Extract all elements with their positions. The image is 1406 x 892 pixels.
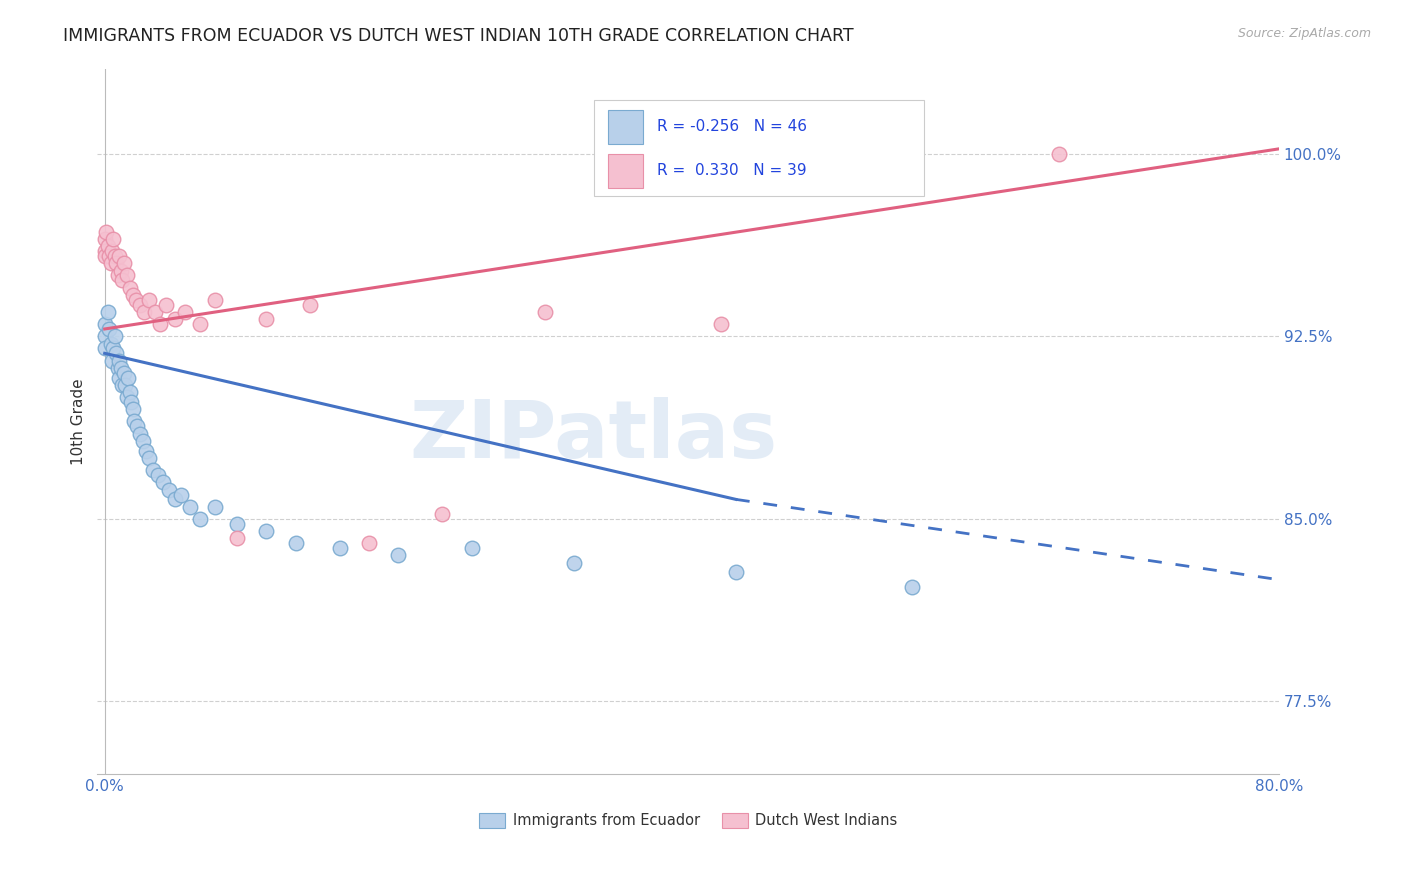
Point	[124, 293, 146, 307]
Point	[155, 298, 177, 312]
Point	[204, 293, 226, 307]
Point	[387, 549, 409, 563]
Y-axis label: 10th Grade: 10th Grade	[72, 378, 86, 465]
Point	[96, 225, 118, 239]
Point	[107, 360, 129, 375]
Point	[152, 475, 174, 490]
Point	[138, 450, 160, 465]
Legend: Immigrants from Ecuador, Dutch West Indians: Immigrants from Ecuador, Dutch West Indi…	[474, 807, 903, 834]
Point	[132, 434, 155, 448]
Point	[121, 402, 143, 417]
Point	[129, 426, 152, 441]
Point	[105, 256, 128, 270]
Point	[138, 293, 160, 307]
Point	[135, 443, 157, 458]
Text: R = -0.256   N = 46: R = -0.256 N = 46	[658, 120, 807, 135]
Point	[225, 532, 247, 546]
Point	[101, 353, 124, 368]
Point	[103, 232, 125, 246]
Point	[118, 280, 141, 294]
Point	[174, 305, 197, 319]
Point	[122, 415, 145, 429]
Point	[107, 268, 129, 283]
Point	[108, 370, 131, 384]
Point	[101, 244, 124, 258]
Point	[93, 249, 115, 263]
Point	[225, 516, 247, 531]
Point	[98, 249, 121, 263]
Point	[129, 298, 152, 312]
FancyBboxPatch shape	[607, 110, 643, 144]
Text: R =  0.330   N = 39: R = 0.330 N = 39	[658, 163, 807, 178]
Point	[328, 541, 350, 555]
Point	[112, 366, 135, 380]
Point	[110, 360, 132, 375]
Point	[97, 305, 120, 319]
Point	[534, 305, 557, 319]
Point	[115, 268, 138, 283]
Point	[188, 317, 211, 331]
Point	[134, 305, 156, 319]
Point	[98, 322, 121, 336]
Point	[146, 468, 169, 483]
Point	[284, 536, 307, 550]
Text: IMMIGRANTS FROM ECUADOR VS DUTCH WEST INDIAN 10TH GRADE CORRELATION CHART: IMMIGRANTS FROM ECUADOR VS DUTCH WEST IN…	[63, 27, 853, 45]
FancyBboxPatch shape	[607, 153, 643, 187]
Point	[710, 317, 733, 331]
Point	[125, 419, 148, 434]
Point	[149, 317, 172, 331]
Point	[115, 390, 138, 404]
Point	[111, 378, 134, 392]
Point	[108, 353, 131, 368]
Point	[157, 483, 180, 497]
Point	[142, 463, 165, 477]
Point	[204, 500, 226, 514]
Point	[254, 524, 277, 538]
Point	[108, 249, 131, 263]
Point	[121, 288, 143, 302]
Text: ZIPatlas: ZIPatlas	[409, 397, 778, 475]
Point	[111, 273, 134, 287]
Point	[254, 312, 277, 326]
Point	[432, 507, 454, 521]
Point	[1047, 146, 1070, 161]
Point	[103, 342, 125, 356]
Point	[100, 336, 122, 351]
Point	[93, 329, 115, 343]
Point	[93, 232, 115, 246]
Point	[179, 500, 201, 514]
Point	[188, 512, 211, 526]
Point	[143, 305, 166, 319]
Point	[97, 239, 120, 253]
Point	[120, 395, 142, 409]
Point	[105, 346, 128, 360]
FancyBboxPatch shape	[593, 100, 925, 195]
Point	[117, 370, 139, 384]
Point	[93, 317, 115, 331]
Point	[165, 492, 187, 507]
Point	[564, 556, 586, 570]
Point	[165, 312, 187, 326]
Point	[299, 298, 322, 312]
Point	[112, 256, 135, 270]
Point	[114, 378, 136, 392]
Point	[901, 580, 924, 594]
Point	[93, 244, 115, 258]
Point	[104, 249, 127, 263]
Text: Source: ZipAtlas.com: Source: ZipAtlas.com	[1237, 27, 1371, 40]
Point	[100, 256, 122, 270]
Point	[93, 342, 115, 356]
Point	[724, 566, 747, 580]
Point	[104, 329, 127, 343]
Point	[170, 487, 193, 501]
Point	[357, 536, 380, 550]
Point	[110, 263, 132, 277]
Point	[460, 541, 482, 555]
Point	[118, 385, 141, 400]
